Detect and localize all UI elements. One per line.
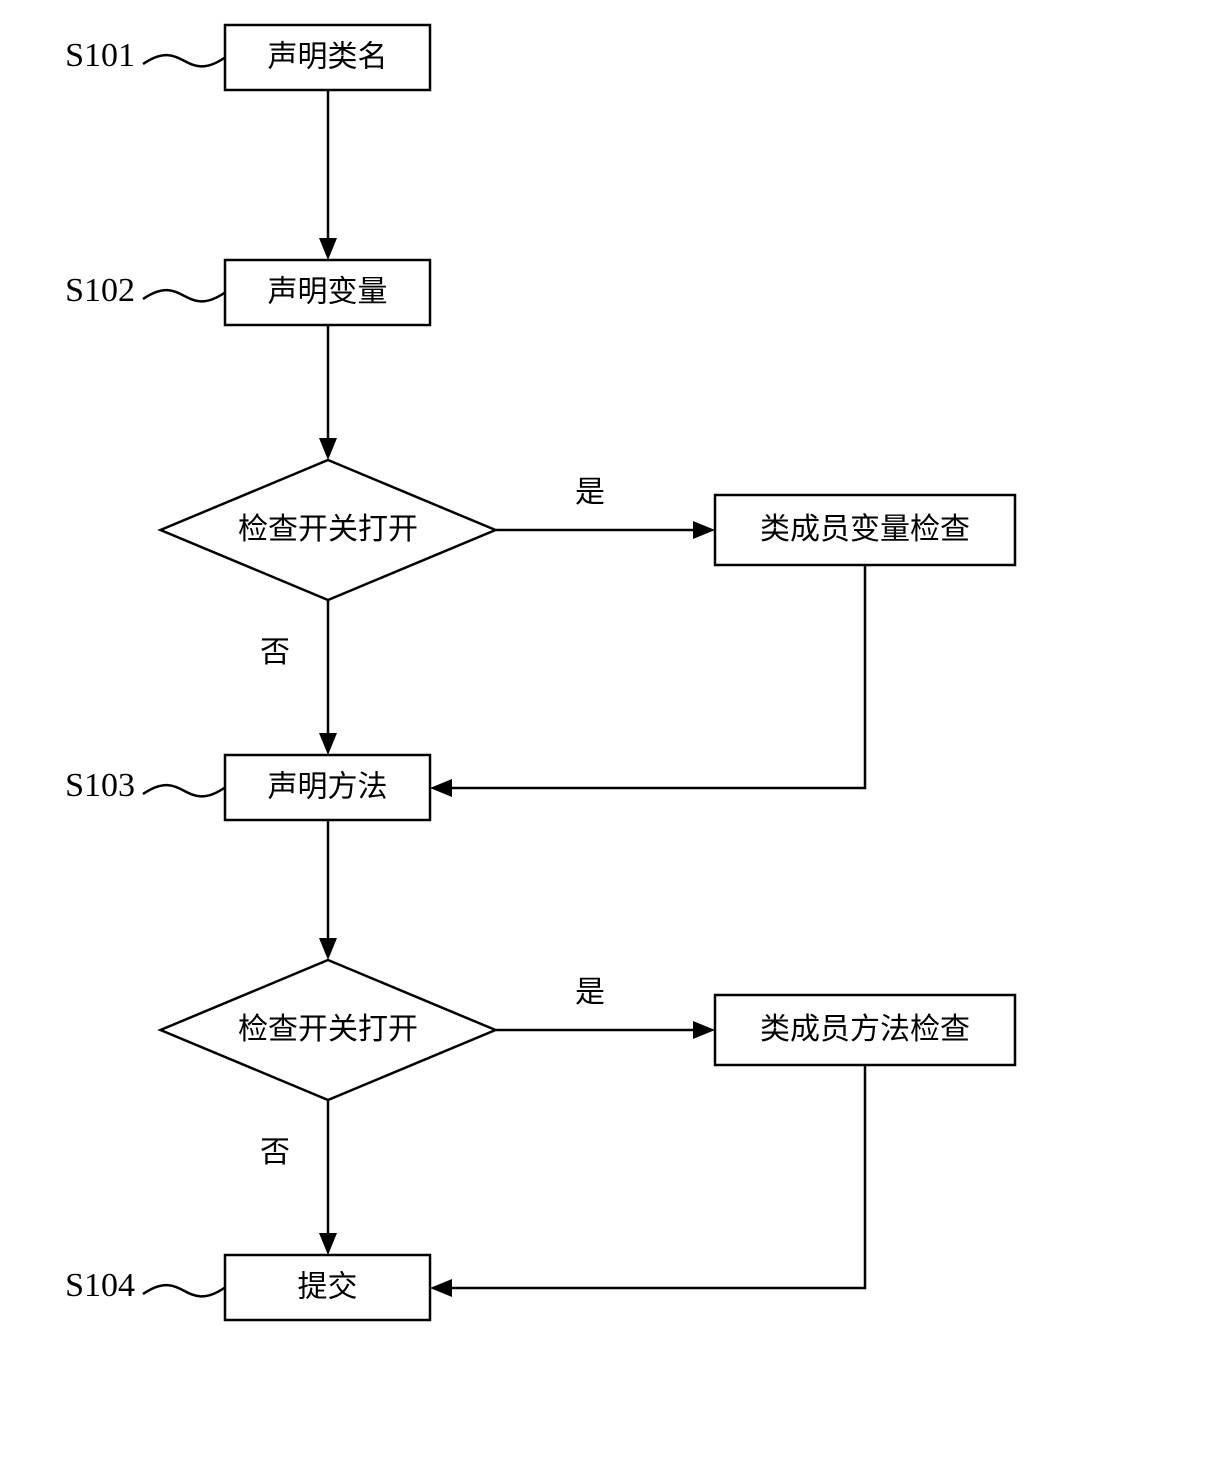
arrowhead-e_chk1_s103 <box>430 779 452 797</box>
step-label-s103: S103 <box>65 767 135 804</box>
step-tie-s103 <box>143 785 225 796</box>
step-labels-group: S101 S102 S103 S104 <box>65 37 225 1304</box>
edge-e_chk1_s103 <box>443 565 865 788</box>
arrowhead-e_s101_s102 <box>319 238 337 260</box>
arrowhead-e_d1_chk1_yes <box>693 521 715 539</box>
edge-e_chk2_s104 <box>443 1065 865 1288</box>
step-label-s104: S104 <box>65 1267 135 1304</box>
arrowhead-e_d1_s103_no <box>319 733 337 755</box>
nodes-group: 声明类名声明变量检查开关打开类成员变量检查声明方法检查开关打开类成员方法检查提交 <box>161 25 1016 1320</box>
node-label-s104: 提交 <box>298 1270 358 1303</box>
node-label-chk1: 类成员变量检查 <box>760 513 970 546</box>
step-tie-s101 <box>143 55 225 66</box>
step-label-s102: S102 <box>65 272 135 309</box>
edge-label-e_d2_chk2_yes: 是 <box>575 976 605 1009</box>
edge-label-e_d1_s103_no: 否 <box>260 636 290 669</box>
arrowhead-e_chk2_s104 <box>430 1279 452 1297</box>
node-label-chk2: 类成员方法检查 <box>760 1013 970 1046</box>
step-label-s101: S101 <box>65 37 135 74</box>
node-label-s103: 声明方法 <box>268 770 388 803</box>
edge-label-e_d2_s104_no: 否 <box>260 1136 290 1169</box>
step-tie-s104 <box>143 1285 225 1296</box>
node-label-d1: 检查开关打开 <box>238 513 418 546</box>
node-label-d2: 检查开关打开 <box>238 1013 418 1046</box>
arrowhead-e_d2_chk2_yes <box>693 1021 715 1039</box>
node-label-s101: 声明类名 <box>268 40 388 73</box>
arrowhead-e_d2_s104_no <box>319 1233 337 1255</box>
flowchart-canvas: 是否是否声明类名声明变量检查开关打开类成员变量检查声明方法检查开关打开类成员方法… <box>0 0 1230 1463</box>
node-label-s102: 声明变量 <box>268 275 388 308</box>
arrowhead-e_s102_d1 <box>319 438 337 460</box>
step-tie-s102 <box>143 290 225 301</box>
arrowhead-e_s103_d2 <box>319 938 337 960</box>
edge-label-e_d1_chk1_yes: 是 <box>575 476 605 509</box>
